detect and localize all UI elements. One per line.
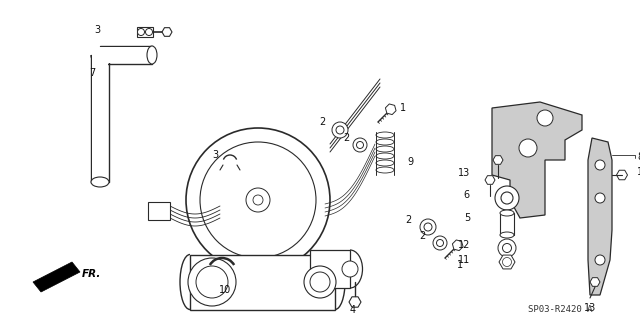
Circle shape	[424, 223, 432, 231]
Circle shape	[502, 257, 511, 266]
Polygon shape	[590, 278, 600, 286]
Ellipse shape	[376, 153, 394, 159]
Text: 7: 7	[89, 68, 95, 78]
Text: 10: 10	[219, 285, 231, 295]
Circle shape	[436, 240, 444, 247]
Text: 11: 11	[458, 255, 470, 265]
Text: 13: 13	[458, 168, 470, 178]
Circle shape	[519, 139, 537, 157]
Bar	[148, 202, 170, 220]
Polygon shape	[452, 240, 463, 251]
Text: FR.: FR.	[82, 269, 101, 279]
Circle shape	[310, 272, 330, 292]
Ellipse shape	[376, 132, 394, 138]
Circle shape	[342, 261, 358, 277]
Ellipse shape	[500, 232, 514, 238]
Bar	[500, 213, 514, 235]
Bar	[92, 55, 108, 182]
Text: 1: 1	[400, 103, 406, 113]
Circle shape	[501, 192, 513, 204]
Text: SP03-R2420 A: SP03-R2420 A	[528, 306, 592, 315]
Polygon shape	[493, 156, 503, 164]
Circle shape	[304, 266, 336, 298]
Circle shape	[595, 160, 605, 170]
Polygon shape	[616, 170, 627, 180]
Polygon shape	[349, 297, 361, 307]
Polygon shape	[492, 102, 582, 218]
Circle shape	[595, 193, 605, 203]
Text: 5: 5	[464, 213, 470, 223]
Circle shape	[188, 258, 236, 306]
Text: 2: 2	[406, 215, 412, 225]
Text: 9: 9	[407, 157, 413, 167]
Ellipse shape	[376, 167, 394, 173]
Text: 2: 2	[319, 117, 325, 127]
Text: 4: 4	[350, 305, 356, 315]
Circle shape	[332, 122, 348, 138]
Circle shape	[502, 243, 511, 253]
Circle shape	[196, 266, 228, 298]
Text: 2: 2	[419, 231, 425, 241]
Text: 3: 3	[212, 150, 218, 160]
Polygon shape	[385, 104, 396, 115]
Text: 13: 13	[637, 167, 640, 177]
Ellipse shape	[91, 177, 109, 187]
Circle shape	[420, 219, 436, 235]
Polygon shape	[485, 176, 495, 184]
Text: 8: 8	[637, 152, 640, 162]
Text: 2: 2	[343, 133, 349, 143]
Circle shape	[186, 128, 330, 272]
Circle shape	[336, 126, 344, 134]
Polygon shape	[588, 138, 612, 295]
Bar	[100, 47, 152, 63]
Circle shape	[498, 239, 516, 257]
Text: 12: 12	[458, 240, 470, 250]
Text: 3: 3	[94, 25, 100, 35]
Circle shape	[200, 142, 316, 258]
Text: 1: 1	[457, 260, 463, 270]
Bar	[137, 27, 153, 37]
Circle shape	[145, 28, 152, 35]
Text: 13: 13	[584, 303, 596, 313]
Ellipse shape	[500, 210, 514, 216]
Ellipse shape	[376, 139, 394, 145]
Polygon shape	[499, 255, 515, 269]
Ellipse shape	[376, 146, 394, 152]
Polygon shape	[33, 262, 80, 292]
Polygon shape	[162, 28, 172, 36]
Circle shape	[537, 110, 553, 126]
Circle shape	[353, 138, 367, 152]
Bar	[190, 255, 335, 310]
Ellipse shape	[376, 160, 394, 166]
Circle shape	[495, 186, 519, 210]
Bar	[310, 250, 350, 288]
Circle shape	[433, 236, 447, 250]
Ellipse shape	[147, 46, 157, 64]
Text: 6: 6	[464, 190, 470, 200]
Circle shape	[246, 188, 270, 212]
Circle shape	[138, 28, 145, 35]
Circle shape	[595, 255, 605, 265]
Circle shape	[356, 142, 364, 149]
Circle shape	[253, 195, 263, 205]
